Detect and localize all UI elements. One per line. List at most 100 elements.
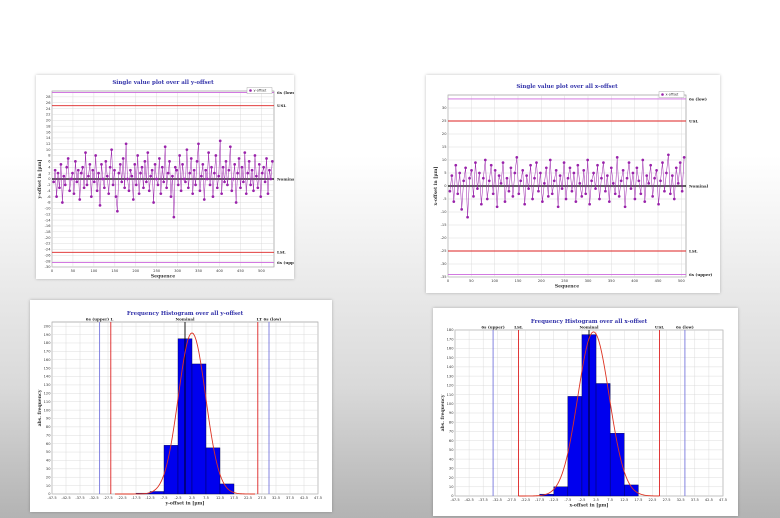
- data-point: [160, 165, 164, 169]
- data-point: [221, 165, 225, 169]
- x-tick-label: 400: [216, 269, 224, 273]
- x-tick-label: 250: [153, 269, 161, 273]
- y-tick-label: 180: [447, 328, 455, 332]
- legend-marker: [249, 89, 252, 92]
- reference-line-label: LT 6s (low): [257, 317, 282, 322]
- data-point: [89, 195, 93, 198]
- data-point: [92, 180, 96, 184]
- y-tick-label: 150: [44, 366, 52, 370]
- data-point: [217, 174, 221, 178]
- data-point: [155, 177, 158, 181]
- data-point: [266, 192, 270, 196]
- data-point: [163, 145, 167, 149]
- data-point: [525, 174, 528, 177]
- x-tick-label: -32.5: [89, 496, 98, 500]
- data-point: [450, 174, 454, 177]
- x-tick-label: 100: [491, 279, 499, 283]
- data-point: [242, 180, 245, 184]
- data-point: [619, 179, 623, 183]
- data-point: [611, 182, 615, 185]
- legend-text: y-offset: [254, 89, 267, 93]
- x-tick-label: 500: [678, 279, 686, 283]
- data-point: [169, 195, 173, 198]
- data-point: [509, 166, 513, 170]
- data-point: [75, 180, 79, 184]
- data-point: [645, 174, 649, 177]
- data-point: [448, 189, 452, 193]
- data-point: [214, 154, 218, 157]
- data-point: [680, 189, 684, 193]
- data-point: [566, 176, 570, 180]
- data-point: [613, 192, 617, 196]
- reference-line-label: USL: [655, 325, 664, 330]
- x-tick-label: -22.5: [117, 496, 126, 500]
- data-point: [231, 177, 235, 181]
- data-point: [182, 177, 186, 181]
- data-point: [107, 192, 111, 196]
- histogram-bar: [163, 445, 179, 495]
- data-point: [617, 195, 621, 198]
- y-tick-label: 50: [449, 448, 454, 452]
- y-tick-label: 10: [46, 148, 51, 152]
- reference-line-label: 6s (low): [676, 325, 694, 330]
- y-tick-label: -26: [45, 253, 52, 257]
- data-point: [503, 200, 507, 203]
- x-tick-label: -47.5: [450, 498, 459, 502]
- data-point: [189, 157, 193, 160]
- x-offset-histogram-svg: -47.5 -42.5 -37.5 -32.5 -27.5 -22.5 -17.5 -12.5…: [440, 319, 727, 509]
- data-point: [501, 161, 505, 164]
- data-point: [147, 189, 151, 193]
- data-point: [250, 168, 254, 172]
- data-point: [641, 158, 645, 162]
- data-point: [672, 197, 676, 201]
- histogram-bar: [191, 363, 207, 495]
- data-point: [629, 187, 633, 190]
- reference-line-label: Nominal: [277, 176, 294, 181]
- data-point: [105, 174, 109, 178]
- data-point: [234, 201, 238, 204]
- y-axis-label: abs. frequency: [440, 394, 446, 431]
- y-tick-label: 24: [46, 107, 51, 111]
- x-tick-label: -2.5: [578, 498, 585, 502]
- data-point: [124, 142, 128, 146]
- data-point: [118, 162, 122, 166]
- x-tick-label: -22.5: [521, 498, 530, 502]
- y-tick-label: -24: [45, 248, 52, 252]
- data-point: [588, 202, 591, 206]
- data-point: [607, 200, 611, 203]
- data-point: [98, 204, 102, 207]
- x-tick-label: 22.5: [244, 496, 252, 500]
- y-tick-label: -18: [45, 230, 52, 234]
- chart-title: Frequency Histogram over all x-offset: [531, 319, 648, 325]
- y-tick-label: -25: [441, 249, 447, 253]
- data-point: [247, 160, 251, 163]
- x-tick-label: 300: [174, 269, 182, 273]
- y-tick-label: -35: [441, 275, 447, 279]
- histogram-bar: [609, 433, 625, 497]
- data-point: [103, 186, 106, 190]
- y-tick-label: -30: [45, 265, 52, 269]
- data-point: [110, 148, 113, 152]
- normal-fit-curve: [518, 331, 660, 497]
- data-point: [535, 161, 538, 164]
- data-point: [489, 163, 493, 167]
- x-tick-label: 400: [631, 279, 639, 283]
- y-tick-label: 18: [46, 124, 51, 128]
- data-point: [129, 168, 132, 172]
- y-tick-label: 28: [46, 95, 51, 99]
- normal-fit-curve: [115, 332, 256, 495]
- data-point: [120, 180, 124, 184]
- data-point: [79, 171, 83, 175]
- data-point: [625, 176, 629, 180]
- x-tick-label: -17.5: [535, 498, 544, 502]
- data-point: [256, 186, 260, 190]
- x-tick-label: 47.5: [719, 498, 727, 502]
- data-point: [513, 171, 517, 175]
- data-point: [69, 177, 73, 181]
- data-point: [602, 161, 605, 164]
- data-point: [633, 197, 637, 201]
- data-point: [582, 169, 586, 172]
- data-point: [511, 195, 515, 198]
- data-point: [481, 176, 485, 180]
- data-point: [265, 157, 268, 160]
